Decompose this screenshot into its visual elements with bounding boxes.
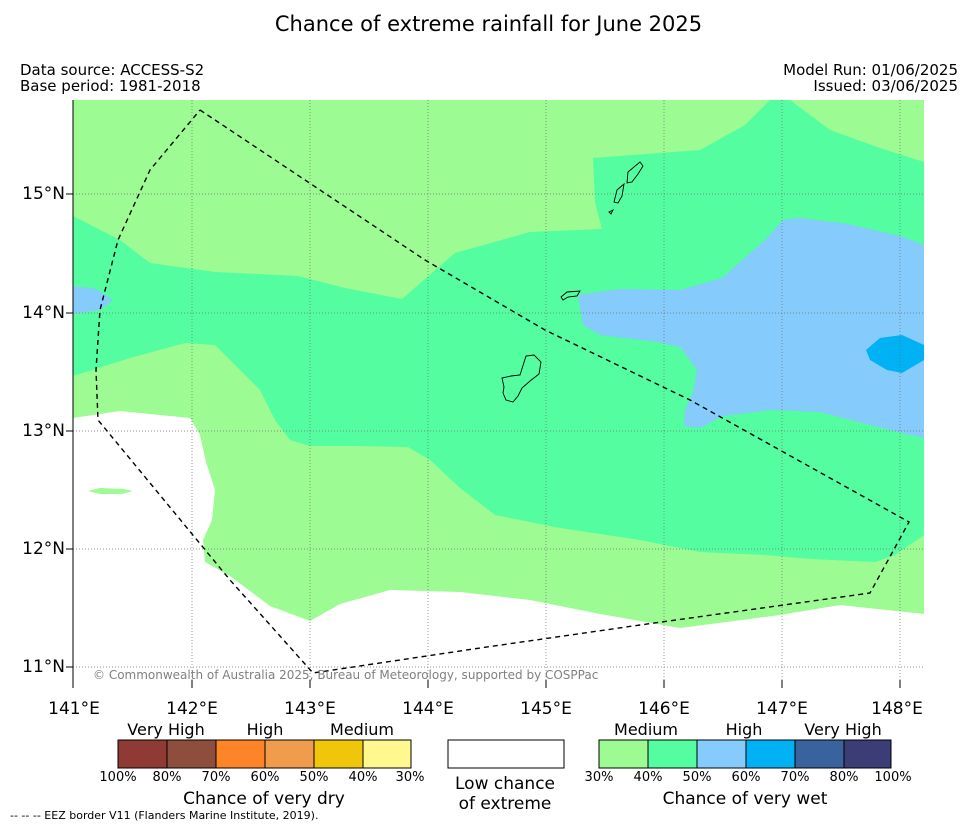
legend-wet-box-2 <box>647 739 698 769</box>
legend-wet-box-5 <box>794 739 845 769</box>
lon-label-148e: 148°E <box>871 699 923 719</box>
legend-wet-pct: 30% <box>584 770 614 785</box>
tinian-outline <box>613 182 625 204</box>
legend-wet-pct: 60% <box>731 770 761 785</box>
legend-dry-pct: 60% <box>250 770 280 785</box>
contour-wet-60-70 <box>866 335 924 373</box>
legend-dry-box-5 <box>313 739 364 769</box>
lat-label-12n: 12°N <box>22 539 65 559</box>
lon-label-142e: 142°E <box>166 699 218 719</box>
legend-low-chance-label: Low chance of extreme <box>455 774 555 814</box>
legend-wet-cat-high: High <box>725 720 763 739</box>
copyright-text: © Commonwealth of Australia 2025, Bureau… <box>93 668 599 682</box>
legend-wet-pct: 50% <box>682 770 712 785</box>
legend-wet-cat-medium: Medium <box>614 720 678 739</box>
legend-wet-cat-very-high: Very High <box>804 720 882 739</box>
legend-dry-box-1 <box>117 739 168 769</box>
legend-wet-box-4 <box>745 739 796 769</box>
legend-low-chance-line1: Low chance <box>455 774 555 794</box>
eez-footnote: -- -- -- EEZ border V11 (Flanders Marine… <box>10 809 319 822</box>
guam-outline <box>501 354 542 403</box>
lon-label-147e: 147°E <box>756 699 808 719</box>
legend-wet-box-6 <box>843 739 892 769</box>
lon-label-144e: 144°E <box>402 699 454 719</box>
lat-label-11n: 11°N <box>22 657 65 677</box>
legend-dry-pct: 80% <box>152 770 182 785</box>
legend-low-chance-box <box>447 739 565 769</box>
data-source-text: Data source: ACCESS-S2 <box>20 61 205 79</box>
legend-dry-colorbar <box>117 739 412 769</box>
axis-ticks <box>66 100 901 688</box>
rota-outline <box>560 290 581 301</box>
base-period-text: Base period: 1981-2018 <box>20 77 201 95</box>
legend-wet-box-1 <box>598 739 649 769</box>
lon-label-143e: 143°E <box>284 699 336 719</box>
graticule <box>73 100 924 680</box>
legend-dry-title: Chance of very dry <box>183 789 345 809</box>
lat-label-14n: 14°N <box>22 303 65 323</box>
legend-dry-cat-high: High <box>246 720 284 739</box>
lon-label-145e: 145°E <box>520 699 572 719</box>
legend-dry-box-4 <box>264 739 315 769</box>
legend-dry-pct: 40% <box>348 770 378 785</box>
legend-dry-pct: 70% <box>201 770 231 785</box>
legend-wet-pct: 80% <box>829 770 859 785</box>
legend-dry-pct: 50% <box>299 770 329 785</box>
lat-label-15n: 15°N <box>22 184 65 204</box>
eez-border <box>95 109 910 674</box>
aguijan-outline <box>608 208 615 215</box>
contour-wet-30-40-islet <box>88 488 133 494</box>
lon-label-141e: 141°E <box>48 699 100 719</box>
legend-dry-pct: 30% <box>395 770 425 785</box>
legend-wet-pct: 100% <box>874 770 912 785</box>
legend-dry-cat-medium: Medium <box>330 720 394 739</box>
map-title: Chance of extreme rainfall for June 2025 <box>274 12 703 36</box>
legend-dry-cat-very-high: Very High <box>127 720 205 739</box>
legend-wet-pct: 70% <box>780 770 810 785</box>
legend-wet-title: Chance of very wet <box>662 789 828 809</box>
legend-dry-box-2 <box>166 739 217 769</box>
legend-low-chance-line2: of extreme <box>458 794 552 814</box>
lon-label-146e: 146°E <box>638 699 690 719</box>
legend-dry-box-6 <box>362 739 412 769</box>
issued-date-text: Issued: 03/06/2025 <box>813 77 958 95</box>
legend-dry-pct: 100% <box>99 770 137 785</box>
legend-wet-box-3 <box>696 739 747 769</box>
contour-wet-40-50 <box>73 100 924 562</box>
model-run-text: Model Run: 01/06/2025 <box>783 61 958 79</box>
island-outlines <box>501 161 644 403</box>
legend-wet-colorbar <box>598 739 892 769</box>
contour-wet-50-60-west <box>73 286 113 314</box>
map-area <box>73 100 924 680</box>
lat-label-13n: 13°N <box>22 421 65 441</box>
saipan-outline <box>626 161 644 184</box>
legend-wet-pct: 40% <box>633 770 663 785</box>
contour-wet-50-60 <box>578 218 924 438</box>
legend-dry-box-3 <box>215 739 266 769</box>
